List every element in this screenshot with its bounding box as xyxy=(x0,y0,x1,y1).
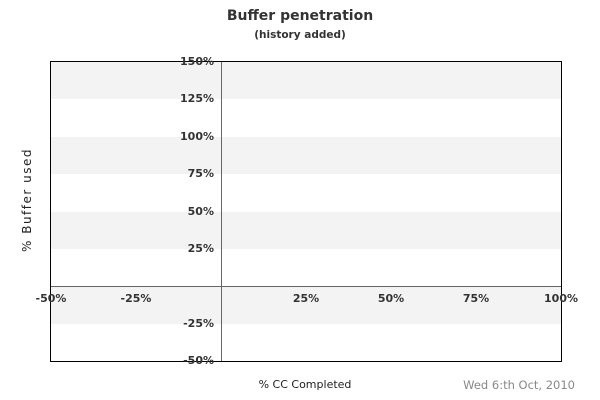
x-tick-label: 75% xyxy=(462,292,490,306)
x-axis-title: % CC Completed xyxy=(258,378,352,391)
x-tick-label: -25% xyxy=(120,292,152,306)
y-tick-label: 100% xyxy=(180,129,214,143)
y-tick-label: 25% xyxy=(187,241,214,255)
x-tick-label: -50% xyxy=(35,292,67,306)
y-tick-label: 150% xyxy=(180,55,214,68)
background-band xyxy=(51,62,561,100)
background-band xyxy=(51,136,561,175)
background-band xyxy=(51,211,561,249)
plot-area: 150% 125% 100% 75% 50% 25% -25% -50% -50% -25% 25%… xyxy=(36,55,578,367)
chart-title: Buffer penetration xyxy=(226,8,374,24)
y-tick-label: -25% xyxy=(183,316,214,330)
date-stamp: Wed 6:th Oct, 2010 xyxy=(463,378,575,392)
x-tick-label: 100% xyxy=(544,292,578,306)
chart-subtitle: (history added) xyxy=(254,29,346,41)
y-zero-axis-line xyxy=(51,285,561,287)
y-axis-title: % Buffer used xyxy=(20,148,34,252)
y-tick-label: -50% xyxy=(183,354,214,367)
y-tick-label: 75% xyxy=(187,167,214,181)
x-tick-label: 25% xyxy=(292,292,320,306)
background-band xyxy=(51,286,561,324)
x-zero-axis-line xyxy=(220,62,222,361)
y-tick-label: 125% xyxy=(180,92,214,106)
y-tick-label: 50% xyxy=(187,204,214,218)
x-tick-label: 50% xyxy=(377,292,405,306)
